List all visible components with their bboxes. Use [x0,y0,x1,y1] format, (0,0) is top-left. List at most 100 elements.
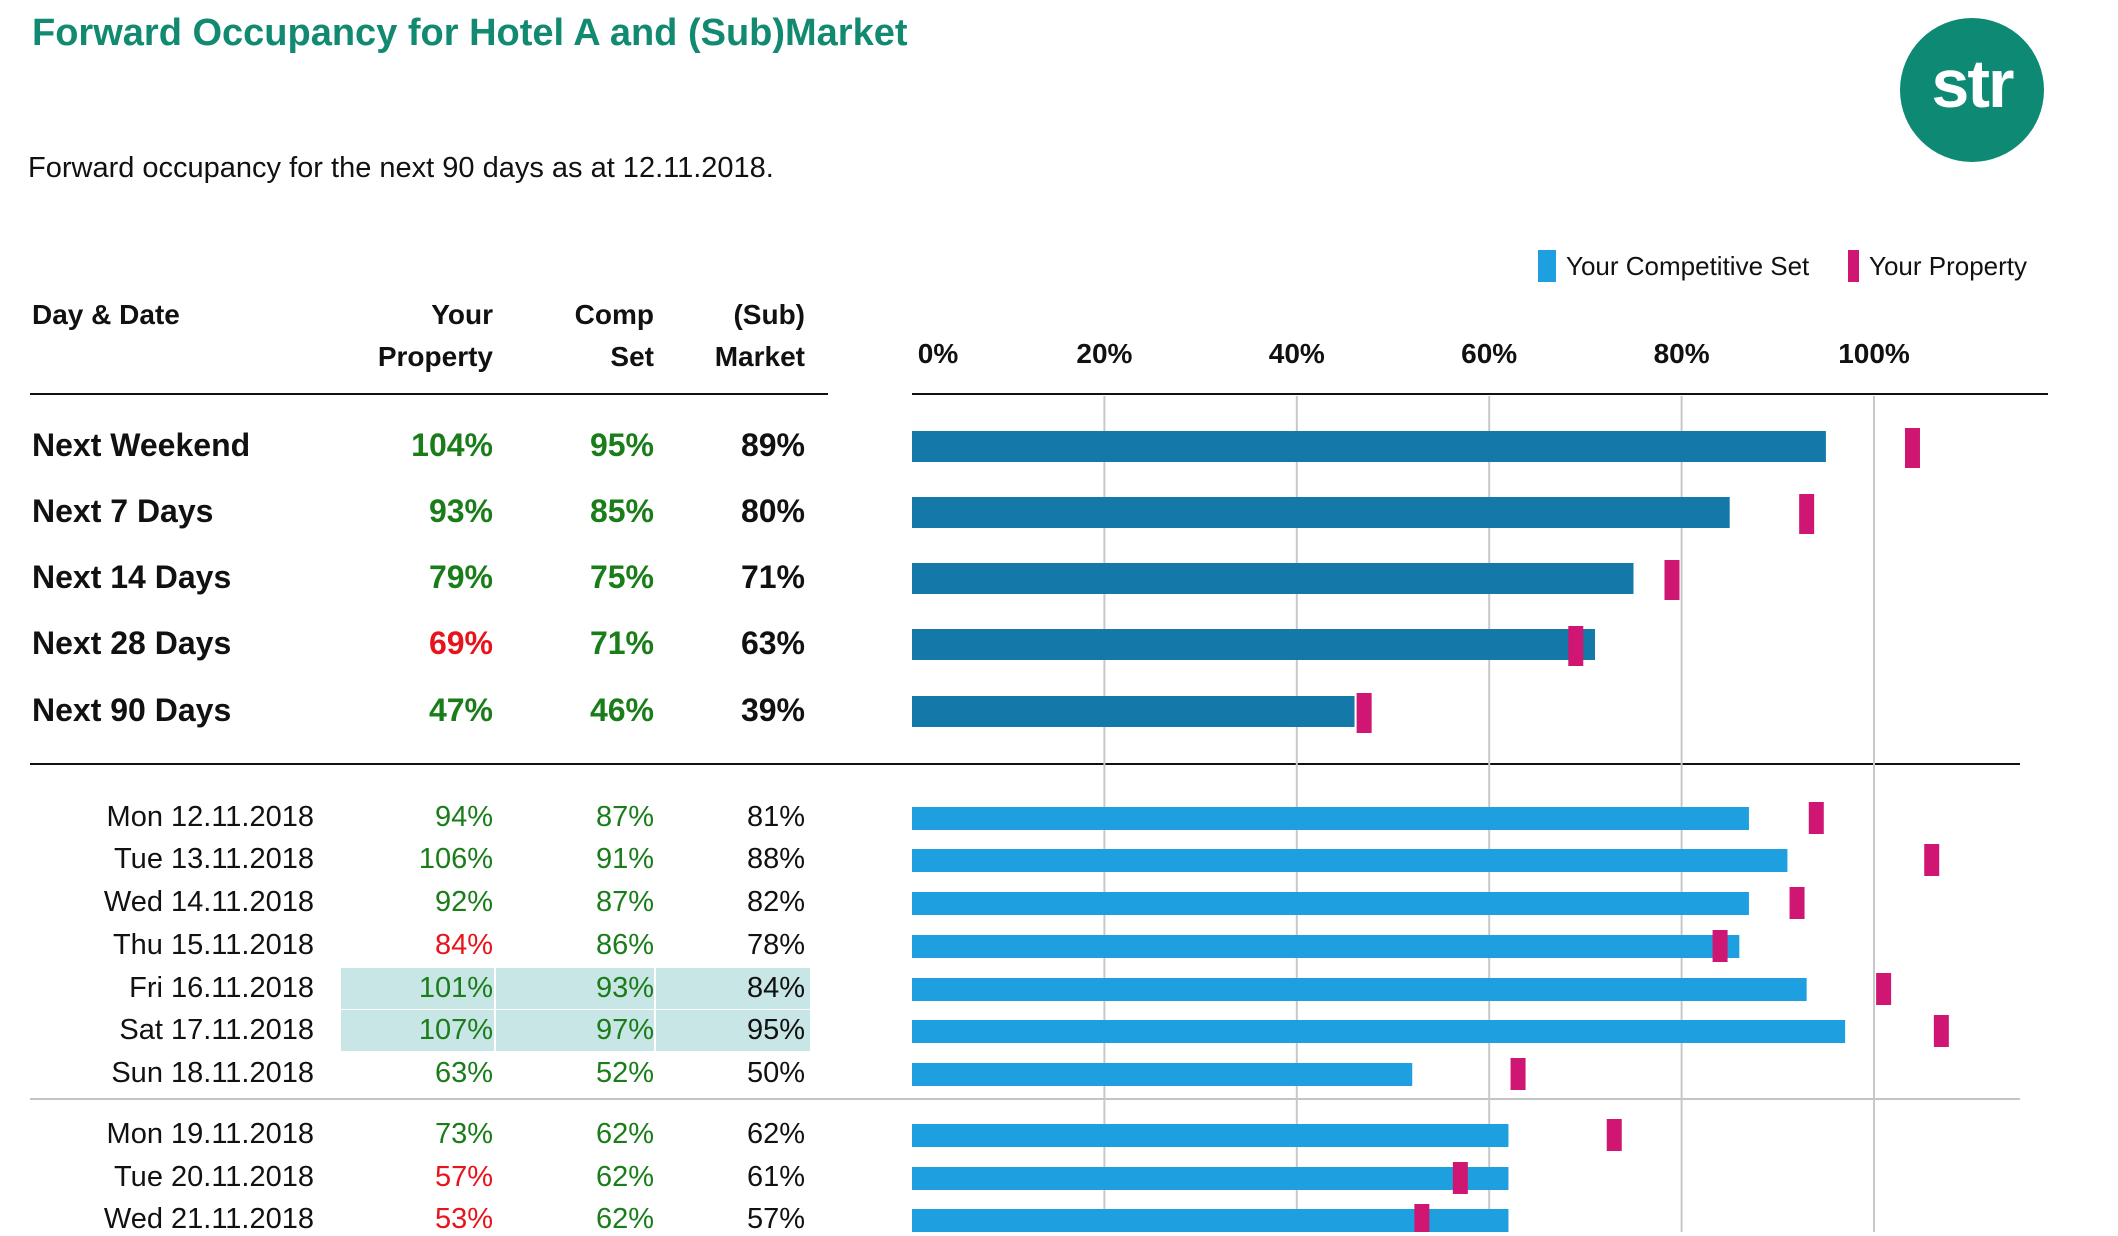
daily-market-value: 78% [746,929,805,961]
summary-comp-set-bar [912,431,1826,462]
summary-market-value: 39% [740,692,805,728]
summary-comp-set-bar [912,629,1596,660]
summary-comp-set-value: 95% [589,427,654,463]
daily-property-marker [1510,1058,1526,1090]
daily-property-marker [1452,1162,1468,1194]
daily-comp-set-value: 87% [595,886,654,918]
daily-comp-set-value: 52% [595,1057,654,1089]
daily-property-value: 63% [434,1057,493,1089]
summary-property-value: 69% [428,625,493,661]
legend-swatch-comp-set [1538,250,1556,282]
daily-property-marker [1712,930,1728,962]
summary-row-label: Next 14 Days [32,559,232,595]
page-subtitle: Forward occupancy for the next 90 days a… [28,152,774,184]
header-comp-set: Comp Set [574,299,654,372]
summary-comp-set-value: 46% [589,692,654,728]
table-header-rule [30,393,828,395]
daily-comp-set-value: 62% [595,1161,654,1193]
x-tick-label: 100% [1838,338,1910,369]
page-title: Forward Occupancy for Hotel A and (Sub)M… [32,12,908,54]
daily-property-value: 107% [418,1014,493,1046]
daily-property-value: 53% [434,1203,493,1235]
daily-market-value: 57% [746,1203,805,1235]
summary-property-marker [1799,494,1815,534]
daily-comp-set-bar [912,1167,1509,1190]
daily-property-marker [1808,802,1824,834]
summary-property-marker [1356,693,1372,733]
chart-header-rule [912,393,2048,395]
daily-market-value: 84% [746,972,805,1004]
summary-property-marker [1664,560,1680,600]
daily-row-label: Mon 19.11.2018 [106,1118,314,1150]
daily-row-label: Thu 15.11.2018 [112,929,314,961]
daily-comp-set-value: 97% [595,1014,654,1046]
daily-row-label: Tue 20.11.2018 [114,1161,314,1193]
daily-property-value: 106% [418,843,493,875]
daily-market-value: 61% [746,1161,805,1193]
daily-property-value: 92% [434,886,493,918]
daily-comp-set-bar [912,1209,1509,1232]
summary-property-value: 93% [428,493,493,529]
summary-comp-set-bar [912,696,1355,727]
summary-row-label: Next 90 Days [32,692,232,728]
daily-property-value: 73% [434,1118,493,1150]
daily-property-marker [1789,887,1805,919]
daily-comp-set-bar [912,807,1749,830]
daily-property-value: 101% [418,972,493,1004]
summary-comp-set-value: 75% [589,559,654,595]
daily-comp-set-value: 62% [595,1203,654,1235]
x-tick-label: 20% [1076,338,1133,369]
daily-property-value: 84% [434,929,493,961]
daily-row-label: Wed 21.11.2018 [103,1203,314,1235]
weekend-highlight-cell [341,968,494,1009]
legend-comp-set: Your Competitive Set [1538,248,1809,284]
daily-row-label: Mon 12.11.2018 [106,801,314,833]
summary-property-marker [1904,428,1920,468]
weekend-highlight-cell [656,968,810,1009]
daily-property-marker [1933,1015,1949,1047]
header-day-date: Day & Date [32,299,180,330]
daily-market-value: 62% [746,1118,805,1150]
x-tick-label: 60% [1461,338,1518,369]
daily-property-value: 94% [434,801,493,833]
summary-property-value: 104% [411,427,493,463]
summary-comp-set-value: 85% [589,493,654,529]
daily-market-value: 81% [746,801,805,833]
daily-row-label: Sun 18.11.2018 [111,1057,314,1089]
daily-comp-set-value: 86% [595,929,654,961]
weekend-highlight-cell [496,1010,654,1051]
daily-comp-set-bar [912,849,1788,872]
legend-swatch-property [1848,250,1859,282]
summary-market-value: 71% [740,559,805,595]
daily-row-label: Fri 16.11.2018 [129,972,314,1004]
summary-row-label: Next 7 Days [32,493,214,529]
daily-row-label: Sat 17.11.2018 [119,1014,314,1046]
daily-comp-set-bar [912,978,1807,1001]
weekend-highlight-cell [656,1010,810,1051]
summary-market-value: 80% [740,493,805,529]
summary-comp-set-bar [912,497,1730,528]
str-logo: str [1900,18,2044,162]
x-tick-label: 80% [1653,338,1710,369]
daily-row-label: Tue 13.11.2018 [114,843,314,875]
daily-comp-set-value: 91% [595,843,654,875]
summary-divider [30,763,2020,765]
daily-property-marker [1876,973,1892,1005]
daily-comp-set-value: 87% [595,801,654,833]
summary-market-value: 89% [740,427,805,463]
daily-row-label: Wed 14.11.2018 [103,886,314,918]
daily-property-marker [1924,844,1940,876]
summary-comp-set-bar [912,563,1634,594]
daily-comp-set-bar [912,1063,1413,1086]
summary-row-label: Next Weekend [32,427,251,463]
summary-comp-set-value: 71% [589,625,654,661]
daily-market-value: 82% [746,886,805,918]
summary-property-marker [1568,626,1584,666]
summary-property-value: 79% [428,559,493,595]
daily-comp-set-value: 62% [595,1118,654,1150]
legend-label-comp-set: Your Competitive Set [1566,250,1810,281]
week-divider [30,1098,2020,1100]
daily-comp-set-bar [912,1020,1846,1043]
daily-property-marker [1414,1204,1430,1232]
